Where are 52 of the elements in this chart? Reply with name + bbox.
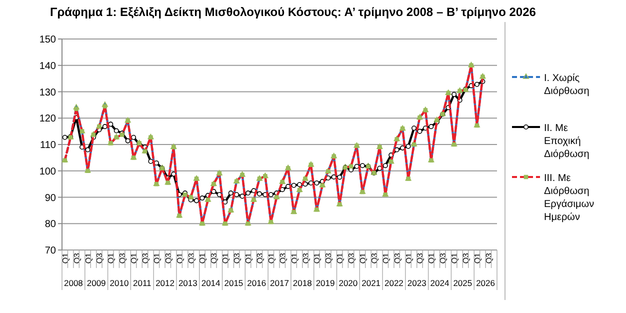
text: 2016 xyxy=(247,278,266,288)
text: 2008 xyxy=(64,278,84,288)
text: 2012 xyxy=(156,278,175,288)
text: 2020 xyxy=(338,278,358,288)
x-tick-label: Q1 xyxy=(106,252,116,264)
y-tick-label: 90 xyxy=(44,192,56,204)
x-tick-label: Q3 xyxy=(118,252,128,264)
text: 2011 xyxy=(132,278,152,288)
y-tick-label: 70 xyxy=(44,246,56,256)
x-tick-label: Q3 xyxy=(95,252,104,264)
y-tick-label: 140 xyxy=(39,60,56,72)
x-tick-label: Q1 xyxy=(312,252,322,264)
y-tick-label: 80 xyxy=(44,219,56,230)
text: 2015 xyxy=(224,278,244,288)
text: 2014 xyxy=(201,278,221,288)
x-tick-label: Q1 xyxy=(450,252,460,264)
text: 2017 xyxy=(270,278,290,288)
x-tick-label: Q3 xyxy=(232,252,242,264)
text: 2025 xyxy=(453,278,472,288)
text: 2022 xyxy=(384,278,404,288)
x-tick-label: Q3 xyxy=(438,252,448,264)
legend-label: I. Χωρίς Διόρθωση xyxy=(544,73,590,97)
chart-title: Γράφημα 1: Εξέλιξη Δείκτη Μισθολογικού Κόστους: Α’ τρίμηνο 2008 – Β’ τρίμηνο 2026 xyxy=(50,5,536,19)
x-tick-label: Q1 xyxy=(130,252,139,264)
text: 2009 xyxy=(86,278,106,288)
x-tick-label: Q1 xyxy=(336,252,345,264)
y-tick-label: 100 xyxy=(39,166,56,178)
x-tick-label: Q1 xyxy=(198,252,208,264)
y-tick-label: 120 xyxy=(39,114,56,125)
x-tick-label: Q3 xyxy=(416,252,425,264)
text: 2018 xyxy=(292,278,312,288)
text: 2013 xyxy=(178,278,198,288)
legend-label: III. Με Διόρθωση Εργάσιμων Ημερών xyxy=(544,173,594,223)
y-tick-label: 110 xyxy=(40,140,56,151)
text: 2024 xyxy=(430,278,450,288)
text: 2023 xyxy=(407,278,427,288)
text: 2021 xyxy=(362,278,381,288)
y-tick-label: 130 xyxy=(39,87,56,98)
x-tick-label: Q1 xyxy=(221,252,230,264)
text: 2010 xyxy=(110,278,129,288)
text: 2026 xyxy=(476,278,496,288)
x-tick-label: Q3 xyxy=(462,252,471,264)
y-tick-label: 150 xyxy=(39,34,56,46)
legend-label: II. Με Εποχική Διόρθωση xyxy=(544,123,590,160)
x-tick-label: Q3 xyxy=(210,252,219,264)
x-tick-label: Q1 xyxy=(84,252,93,264)
x-tick-label: Q3 xyxy=(347,252,356,264)
x-tick-label: Q1 xyxy=(427,252,436,264)
x-tick-label: Q1 xyxy=(244,252,254,264)
x-tick-label: Q3 xyxy=(301,252,310,264)
text: 2019 xyxy=(316,278,336,288)
x-tick-label: Q3 xyxy=(324,252,334,264)
